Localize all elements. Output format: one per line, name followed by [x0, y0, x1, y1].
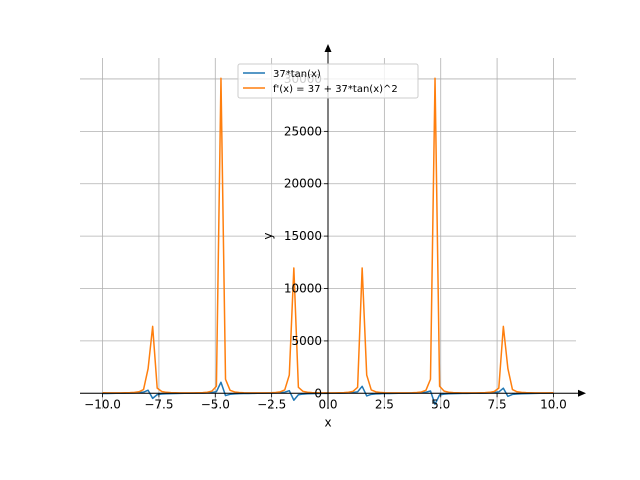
x-axis-label: x	[324, 415, 331, 429]
x-tick-label: 10.0	[540, 397, 567, 411]
y-axis-label: y	[261, 233, 275, 240]
x-tick-label: −5.0	[201, 397, 230, 411]
legend-box	[237, 63, 419, 99]
x-tick-label: −7.5	[144, 397, 173, 411]
x-tick-label: 5.0	[431, 397, 450, 411]
y-tick-label: 15000	[284, 229, 322, 243]
y-tick-label: 20000	[284, 177, 322, 191]
x-tick-label: −2.5	[257, 397, 286, 411]
x-tick-label: 7.5	[488, 397, 507, 411]
y-tick-label: 5000	[291, 334, 322, 348]
y-tick-label: 25000	[284, 124, 322, 138]
x-axis-arrow	[578, 389, 586, 397]
x-tick-label: 0.0	[318, 397, 337, 411]
x-tick-label: −10.0	[84, 397, 121, 411]
axes	[80, 44, 586, 409]
x-tick-label: 2.5	[375, 397, 394, 411]
legend: 37*tan(x) f'(x) = 37 + 37*tan(x)^2	[237, 63, 419, 99]
legend-label: f'(x) = 37 + 37*tan(x)^2	[273, 84, 398, 95]
y-axis-arrow	[324, 44, 332, 52]
y-tick-label: 10000	[284, 282, 322, 296]
legend-label: 37*tan(x)	[273, 69, 321, 80]
y-tick-label: 0	[314, 386, 322, 400]
